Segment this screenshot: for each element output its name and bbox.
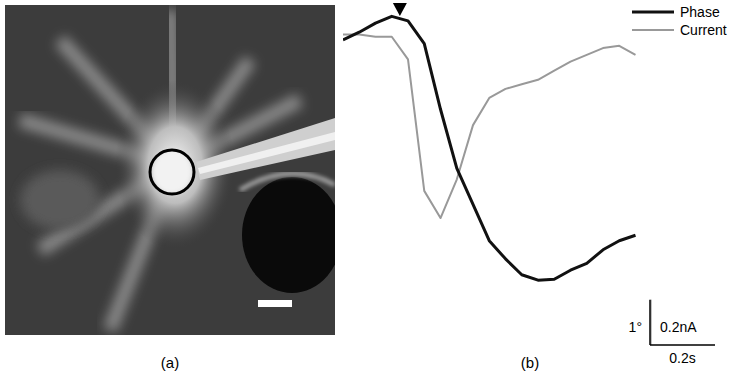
figure: Phase Current 1° 0.2nA 0.2s (a) (b) — [0, 0, 747, 376]
image-scale-bar — [258, 300, 292, 307]
legend-swatch — [632, 11, 674, 14]
scale-bars: 1° 0.2nA 0.2s — [629, 300, 715, 366]
scale-bar-y — [649, 300, 651, 345]
legend: Phase Current — [632, 4, 727, 38]
legend-label: Current — [680, 22, 727, 38]
scale-bar-label: 0.2nA — [660, 319, 697, 335]
pipette-highlight — [198, 132, 335, 174]
scale-bar-label: 0.2s — [669, 350, 695, 366]
scale-bar-label: 1° — [629, 319, 642, 335]
panel-label: (b) — [521, 354, 539, 371]
trace-1 — [343, 34, 636, 218]
legend-swatch — [632, 29, 674, 31]
pipette — [196, 118, 335, 180]
scale-bar-x — [650, 344, 715, 346]
dark-region — [242, 177, 335, 293]
panel-label: (a) — [161, 354, 179, 371]
trace-0 — [343, 16, 636, 280]
legend-label: Phase — [680, 4, 720, 20]
background-texture — [20, 170, 100, 230]
dark-region-rim — [240, 174, 335, 190]
scale-bar-y2 — [651, 300, 652, 345]
stimulus-marker — [393, 3, 407, 16]
roi-circle — [150, 150, 194, 194]
micrograph — [5, 5, 335, 335]
plot-area — [343, 16, 636, 280]
